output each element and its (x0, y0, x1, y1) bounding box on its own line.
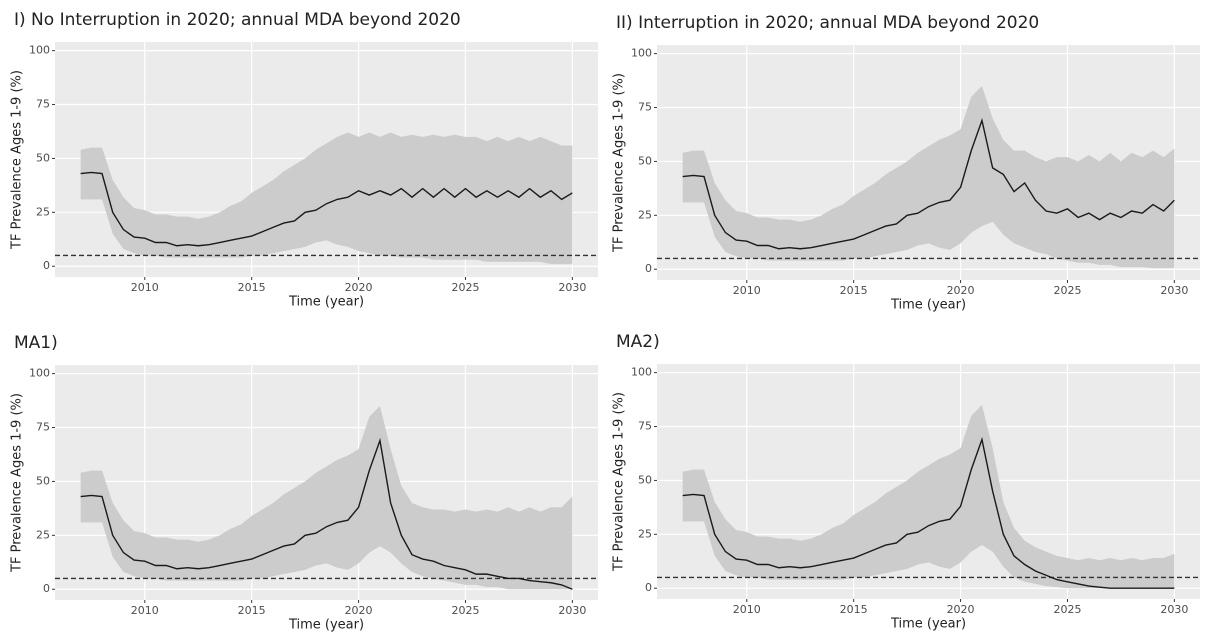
y-axis-label: TF Prevalence Ages 1-9 (%) (10, 70, 25, 250)
median-line (80, 437, 573, 590)
median-line (682, 436, 1175, 589)
x-tick-label: 2025 (451, 604, 479, 617)
chart-title: MA1) (14, 333, 58, 353)
y-tick-label: 25 (36, 528, 50, 541)
x-tick-label: 2010 (733, 603, 761, 616)
y-tick-label: 50 (638, 154, 652, 167)
y-tick-label: 25 (638, 208, 652, 221)
x-tick-label: 2030 (1160, 603, 1188, 616)
x-axis-label: Time (year) (288, 295, 364, 310)
x-tick-label: 2025 (451, 281, 479, 294)
y-tick-label: 75 (638, 101, 652, 114)
x-tick-label: 2025 (1053, 284, 1081, 297)
y-tick-label: 100 (631, 47, 652, 60)
y-tick-label: 50 (638, 473, 652, 486)
x-tick-label: 2020 (947, 284, 975, 297)
chart-title: II) Interruption in 2020; annual MDA bey… (616, 13, 1039, 33)
y-tick-label: 75 (638, 420, 652, 433)
y-axis-label: TF Prevalence Ages 1-9 (%) (612, 73, 627, 253)
panel: 0 25 50 75 100 2010 2015 2020 2025 2030 MA2) Time (… (612, 332, 1200, 632)
x-tick-label: 2010 (733, 284, 761, 297)
y-tick-label: 50 (36, 151, 50, 164)
panel: 0 25 50 75 100 2010 2015 2020 2025 2030 MA1) Time (… (10, 333, 598, 633)
x-tick-label: 2030 (558, 604, 586, 617)
median-line (682, 117, 1175, 250)
y-tick-label: 0 (645, 262, 652, 275)
chart-title: MA2) (616, 332, 660, 352)
y-tick-label: 100 (631, 366, 652, 379)
x-tick-label: 2015 (238, 604, 266, 617)
x-axis-label: Time (year) (890, 617, 966, 632)
y-tick-label: 25 (36, 205, 50, 218)
y-tick-label: 50 (36, 474, 50, 487)
uncertainty-band (80, 405, 573, 590)
x-tick-label: 2015 (840, 603, 868, 616)
y-tick-label: 0 (43, 259, 50, 272)
x-tick-label: 2020 (345, 604, 373, 617)
uncertainty-band (80, 132, 573, 265)
uncertainty-band (682, 85, 1175, 269)
x-tick-label: 2020 (947, 603, 975, 616)
x-tick-label: 2025 (1053, 603, 1081, 616)
y-tick-label: 100 (29, 44, 50, 57)
x-tick-label: 2015 (238, 281, 266, 294)
x-tick-label: 2020 (345, 281, 373, 294)
y-tick-label: 0 (645, 581, 652, 594)
y-axis-label: TF Prevalence Ages 1-9 (%) (612, 392, 627, 572)
uncertainty-band (682, 404, 1175, 589)
x-tick-label: 2030 (558, 281, 586, 294)
panel: 0 25 50 75 100 2010 2015 2020 2025 2030 II) Interr… (612, 13, 1200, 313)
x-tick-label: 2015 (840, 284, 868, 297)
x-axis-label: Time (year) (288, 618, 364, 633)
x-tick-label: 2010 (131, 281, 159, 294)
y-axis-label: TF Prevalence Ages 1-9 (%) (10, 393, 25, 573)
y-tick-label: 75 (36, 421, 50, 434)
y-tick-label: 75 (36, 98, 50, 111)
x-tick-label: 2010 (131, 604, 159, 617)
y-tick-label: 100 (29, 367, 50, 380)
chart-title: I) No Interruption in 2020; annual MDA b… (14, 10, 461, 30)
x-axis-label: Time (year) (890, 298, 966, 313)
panel: 0 25 50 75 100 2010 2015 2020 2025 2030 I) No Inte… (10, 10, 598, 310)
median-line (80, 171, 573, 247)
y-tick-label: 25 (638, 527, 652, 540)
y-tick-label: 0 (43, 582, 50, 595)
x-tick-label: 2030 (1160, 284, 1188, 297)
